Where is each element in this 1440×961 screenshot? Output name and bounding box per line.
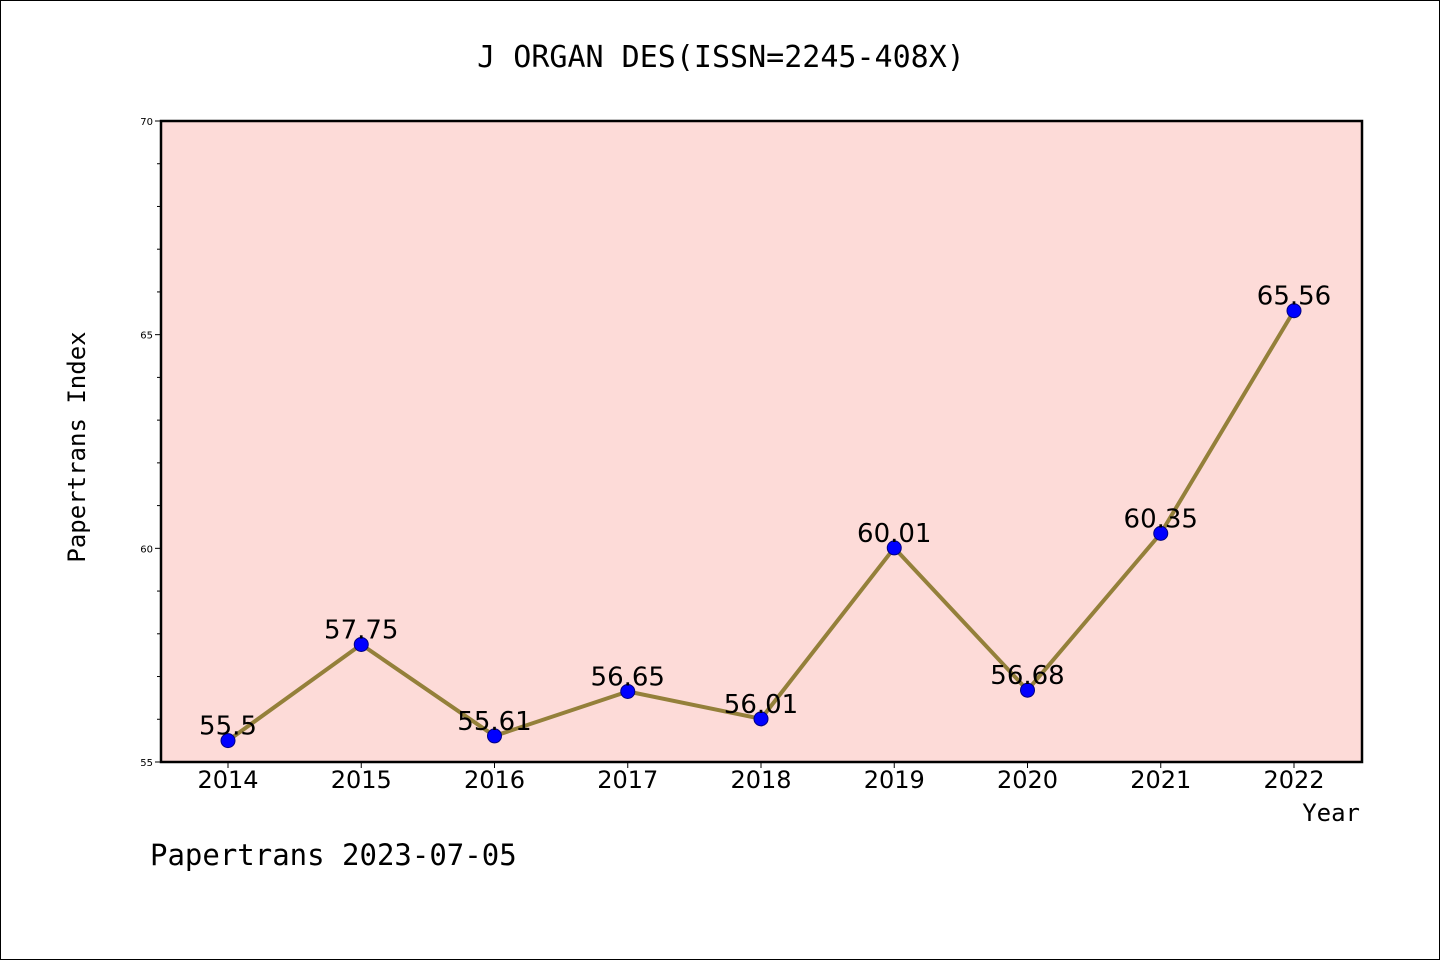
x-tick-label: 2021 <box>1130 766 1191 794</box>
x-tick-label: 2014 <box>197 766 258 794</box>
y-tick-label: 70 <box>140 117 153 128</box>
data-label: 56.68 <box>990 661 1064 691</box>
data-point <box>1153 525 1169 541</box>
data-label: 56.65 <box>591 662 665 692</box>
data-point <box>753 711 769 727</box>
x-tick-label: 2022 <box>1263 766 1324 794</box>
data-labels: 55.5 57.75 55.61 56.65 56.01 60.01 56.68 60.35 6… <box>199 282 1331 742</box>
data-point <box>886 540 902 556</box>
data-point <box>1286 303 1302 319</box>
plot-area <box>159 119 1364 764</box>
data-label: 60.01 <box>857 519 931 549</box>
data-label: 55.5 <box>199 712 257 742</box>
footer-text: Papertrans 2023-07-05 <box>150 838 517 872</box>
x-tick-label: 2018 <box>730 766 791 794</box>
data-point <box>353 636 369 652</box>
y-axis: 55 60 65 70 <box>140 117 161 769</box>
x-axis: 2014 2015 2016 2017 2018 2019 2020 2021 2022 <box>197 762 1325 794</box>
data-point <box>220 733 236 749</box>
y-tick-label: 60 <box>140 544 153 555</box>
y-tick-label: 55 <box>140 758 153 769</box>
data-label: 60.35 <box>1124 504 1198 534</box>
x-tick-label: 2015 <box>331 766 392 794</box>
x-tick-label: 2017 <box>597 766 658 794</box>
data-label: 55.61 <box>457 707 531 737</box>
x-tick-label: 2020 <box>997 766 1058 794</box>
x-axis-label: Year <box>1302 799 1360 827</box>
x-tick-label: 2019 <box>864 766 925 794</box>
data-label: 57.75 <box>324 615 398 645</box>
y-axis-label: Papertrans Index <box>63 331 91 562</box>
y-tick-label: 65 <box>140 331 153 342</box>
data-label: 65.56 <box>1257 282 1331 312</box>
data-point <box>1020 682 1035 698</box>
chart-title: J ORGAN DES(ISSN=2245-408X) <box>477 40 965 75</box>
x-tick-label: 2016 <box>464 766 525 794</box>
data-label: 56.01 <box>724 690 798 720</box>
data-point <box>487 728 502 744</box>
data-point <box>620 683 636 699</box>
series-group <box>220 303 1302 749</box>
